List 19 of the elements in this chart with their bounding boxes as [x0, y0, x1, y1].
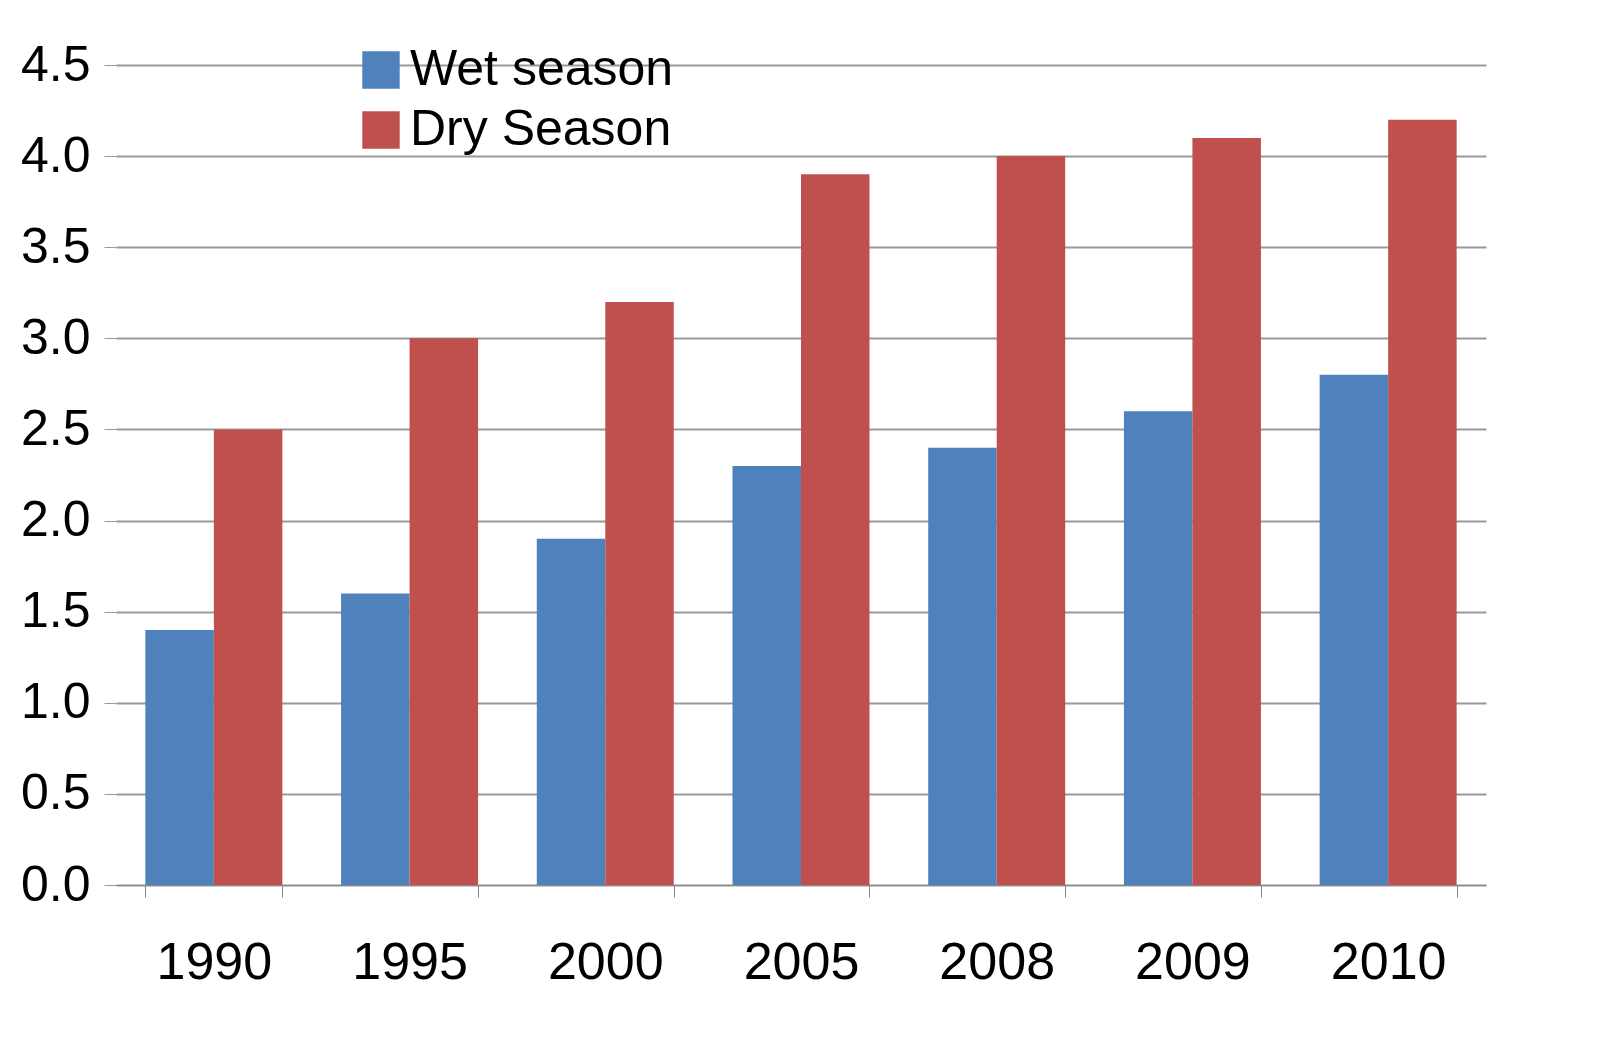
y-tick-label: 2.0: [20, 491, 91, 548]
x-tick-label: 2008: [939, 931, 1056, 990]
y-tick-label: 0.5: [20, 764, 91, 821]
x-tick-label: 2000: [547, 931, 664, 990]
y-tick-label: 1.5: [20, 582, 91, 639]
x-tick-label: 2010: [1330, 931, 1447, 990]
y-tick-label: 1.0: [20, 673, 91, 730]
y-tick-label: 3.0: [20, 308, 91, 365]
y-tick-label: 4.0: [20, 126, 91, 183]
x-tick-label: 1995: [352, 931, 468, 990]
legend-label: Dry Season: [410, 100, 672, 156]
x-tick-label: 2009: [1135, 931, 1251, 990]
x-tick-label: 1990: [156, 931, 273, 990]
legend-label: Wet season: [410, 40, 674, 96]
y-tick-label: 2.5: [20, 399, 91, 456]
y-tick-label: 0.0: [20, 855, 91, 912]
x-tick-label: 2005: [743, 931, 860, 990]
y-tick-label: 3.5: [20, 217, 91, 274]
y-tick-label: 4.5: [20, 35, 91, 92]
